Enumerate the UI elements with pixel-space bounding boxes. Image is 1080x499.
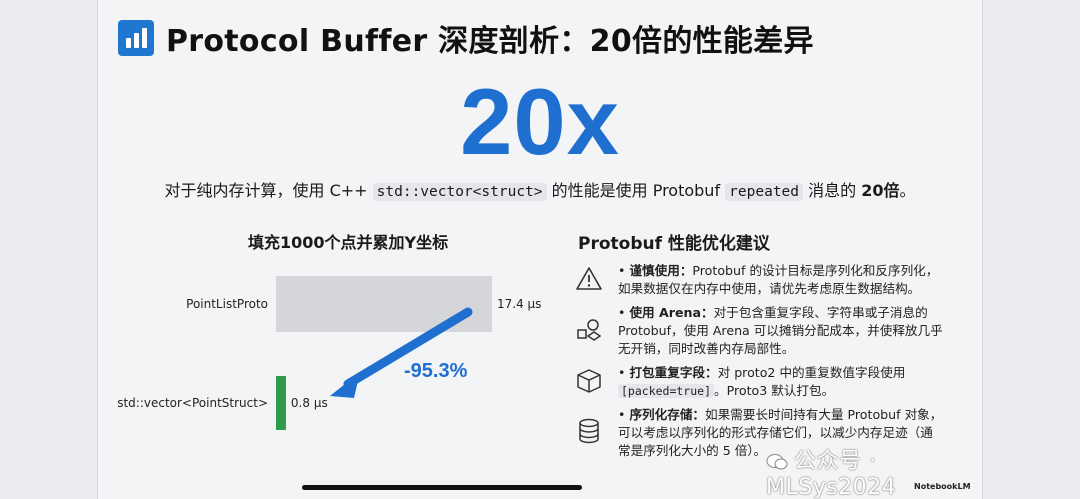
tip-item-packed: • 打包重复字段：对 proto2 中的重复数值字段使用 [packed=tru… (574, 364, 974, 400)
tip-text: 无开销，同时改善内存局部性。 (618, 341, 795, 356)
big-number: 20x (460, 69, 620, 174)
tip-text: 常是序列化大小的 5 倍）。 (618, 443, 767, 458)
tip-item-arena: • 使用 Arena：对于包含重复字段、字符串或子消息的 Protobuf，使用… (574, 304, 974, 358)
subline-part3: 消息的 (803, 181, 862, 200)
home-indicator[interactable] (302, 485, 582, 490)
tip-code: [packed=true] (618, 384, 715, 398)
subline: 对于纯内存计算，使用 C++ std::vector<struct> 的性能是使… (98, 177, 982, 201)
page-title: Protocol Buffer 深度剖析：20倍的性能差异 (166, 24, 814, 59)
tip-text: 如果数据仅在内存中使用，请优先考虑原生数据结构。 (618, 281, 921, 296)
bar-1 (276, 376, 286, 430)
value-label-1: 0.8 µs (291, 396, 328, 410)
tip-text: 对 proto2 中的重复数值字段使用 (717, 365, 906, 380)
tip-text: Protobuf 的设计目标是序列化和反序列化， (692, 263, 939, 278)
tip-label: 打包重复字段： (629, 365, 718, 380)
watermark: 公众号 · MLSys2024 (766, 443, 982, 499)
tip-text: 对于包含重复字段、字符串或子消息的 (713, 305, 928, 320)
tip-item-serialize: • 序列化存储：如果需要长时间持有大量 Protobuf 对象， 可以考虑以序列… (574, 406, 974, 460)
arena-icon (577, 319, 602, 341)
subline-part2: 的性能是使用 Protobuf (546, 181, 726, 200)
subline-bold: 20倍 (861, 181, 900, 200)
tips-title: Protobuf 性能优化建议 (578, 234, 770, 254)
change-annotation: -95.3% (404, 360, 468, 382)
tip-text: Protobuf，使用 Arena 可以摊销分配成本，并使释放几乎 (618, 323, 943, 338)
slide: Protocol Buffer 深度剖析：20倍的性能差异 20x 对于纯内存计… (98, 0, 982, 499)
category-label-1: std::vector<PointStruct> (117, 396, 268, 410)
title-row: Protocol Buffer 深度剖析：20倍的性能差异 (118, 16, 814, 60)
tip-item-careful: • 谨慎使用：Protobuf 的设计目标是序列化和反序列化， 如果数据仅在内存… (574, 262, 974, 298)
brand-label: NotebookLM (914, 482, 971, 491)
package-icon (577, 369, 601, 393)
subline-code1: std::vector<struct> (372, 183, 547, 201)
bar-chart-icon (118, 20, 154, 56)
subline-part4: 。 (899, 181, 916, 200)
value-label-0: 17.4 µs (497, 297, 541, 311)
tip-text: 。Proto3 默认打包。 (714, 383, 835, 398)
left-frame (0, 0, 98, 499)
bar-0 (276, 276, 492, 332)
tip-label: 使用 Arena： (629, 305, 714, 320)
tip-text: 可以考虑以序列化的形式存储它们，以减少内存足迹（通 (618, 425, 933, 440)
warning-icon (576, 267, 602, 290)
reduction-arrowhead (330, 372, 360, 398)
chart-title: 填充1000个点并累加Y坐标 (248, 233, 449, 252)
watermark-text: 公众号 · MLSys2024 (766, 449, 897, 499)
tip-label: 序列化存储： (629, 407, 705, 422)
tip-text: 如果需要长时间持有大量 Protobuf 对象， (705, 407, 943, 422)
wechat-icon (766, 454, 788, 470)
tip-label: 谨慎使用： (629, 263, 693, 278)
right-frame (982, 0, 1080, 499)
subline-code2: repeated (725, 183, 804, 201)
database-icon (579, 418, 599, 444)
category-label-0: PointListProto (186, 297, 268, 311)
subline-part1: 对于纯内存计算，使用 C++ (164, 181, 373, 200)
